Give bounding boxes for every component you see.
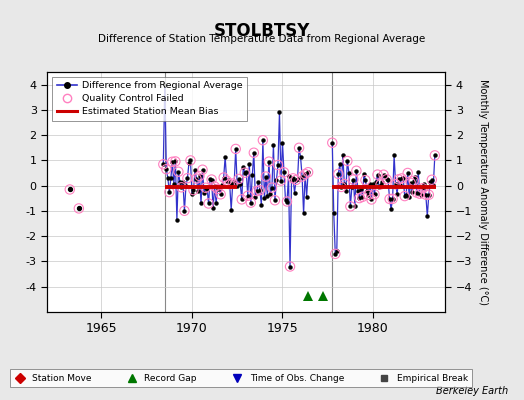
Point <box>376 181 385 188</box>
Point <box>428 176 436 183</box>
Point <box>398 175 406 182</box>
Point <box>431 152 439 158</box>
Point <box>265 158 273 165</box>
Point <box>235 176 243 182</box>
Point <box>261 173 270 180</box>
Point <box>391 181 400 188</box>
Point <box>171 158 180 165</box>
Point <box>352 168 361 174</box>
Point <box>165 189 173 195</box>
Point <box>177 184 185 190</box>
Point <box>259 137 267 144</box>
Point <box>183 175 192 181</box>
Point <box>349 176 357 183</box>
Point <box>304 169 312 176</box>
Point <box>334 171 343 177</box>
Point <box>295 144 303 151</box>
Point <box>66 186 74 193</box>
Point <box>204 200 213 207</box>
Point <box>283 198 291 205</box>
Point <box>286 263 294 270</box>
Point <box>186 157 194 164</box>
Point <box>189 187 198 193</box>
Point <box>74 205 83 212</box>
Point <box>244 192 252 199</box>
Legend: Station Move, Record Gap, Time of Obs. Change, Empirical Break: Station Move, Record Gap, Time of Obs. C… <box>10 370 472 388</box>
Point <box>410 178 418 184</box>
Legend: Difference from Regional Average, Quality Control Failed, Estimated Station Mean: Difference from Regional Average, Qualit… <box>52 77 247 121</box>
Point <box>274 162 282 168</box>
Point <box>66 186 74 193</box>
Point <box>419 185 427 192</box>
Text: Berkeley Earth: Berkeley Earth <box>436 386 508 396</box>
Point <box>228 180 237 187</box>
Point <box>195 173 204 179</box>
Point <box>400 193 409 199</box>
Point <box>385 196 394 202</box>
Point <box>346 203 355 210</box>
Point <box>340 181 348 187</box>
Point <box>373 171 381 178</box>
Point <box>277 177 285 184</box>
Point <box>367 196 376 203</box>
Point <box>271 197 279 204</box>
Point <box>298 173 307 180</box>
Point <box>256 187 264 193</box>
Point <box>379 172 388 178</box>
Point <box>395 176 403 182</box>
Point <box>225 181 234 187</box>
Point <box>328 140 336 146</box>
Point <box>159 161 168 168</box>
Point <box>343 158 352 164</box>
Point <box>74 205 83 212</box>
Point <box>192 175 201 182</box>
Point <box>403 170 412 176</box>
Point <box>199 166 207 173</box>
Point <box>213 186 222 192</box>
Point <box>292 177 300 183</box>
Point <box>331 251 340 257</box>
Point <box>162 166 170 172</box>
Point <box>223 178 231 184</box>
Point <box>249 150 258 156</box>
Text: STOLBTSY: STOLBTSY <box>214 22 310 40</box>
Text: Difference of Station Temperature Data from Regional Average: Difference of Station Temperature Data f… <box>99 34 425 44</box>
Point <box>358 194 367 200</box>
Point <box>355 195 364 201</box>
Point <box>211 183 219 190</box>
Point <box>364 192 373 198</box>
Y-axis label: Monthly Temperature Anomaly Difference (°C): Monthly Temperature Anomaly Difference (… <box>478 79 488 305</box>
Point <box>247 200 255 206</box>
Point <box>180 208 189 214</box>
Point <box>253 188 261 194</box>
Point <box>232 146 240 152</box>
Point <box>424 192 433 198</box>
Point <box>301 171 309 177</box>
Point <box>237 196 246 202</box>
Point <box>280 169 288 176</box>
Point <box>412 190 421 196</box>
Point <box>289 175 297 182</box>
Point <box>422 192 430 198</box>
Point <box>388 196 397 202</box>
Point <box>174 168 182 175</box>
Point <box>208 176 216 183</box>
Point <box>383 176 391 182</box>
Point <box>370 191 379 198</box>
Point <box>407 180 415 186</box>
Point <box>361 177 369 183</box>
Point <box>268 184 276 191</box>
Point <box>216 191 225 198</box>
Point <box>201 184 210 191</box>
Point <box>168 158 177 165</box>
Point <box>416 190 424 197</box>
Point <box>220 174 228 181</box>
Point <box>337 184 345 190</box>
Point <box>241 170 249 176</box>
